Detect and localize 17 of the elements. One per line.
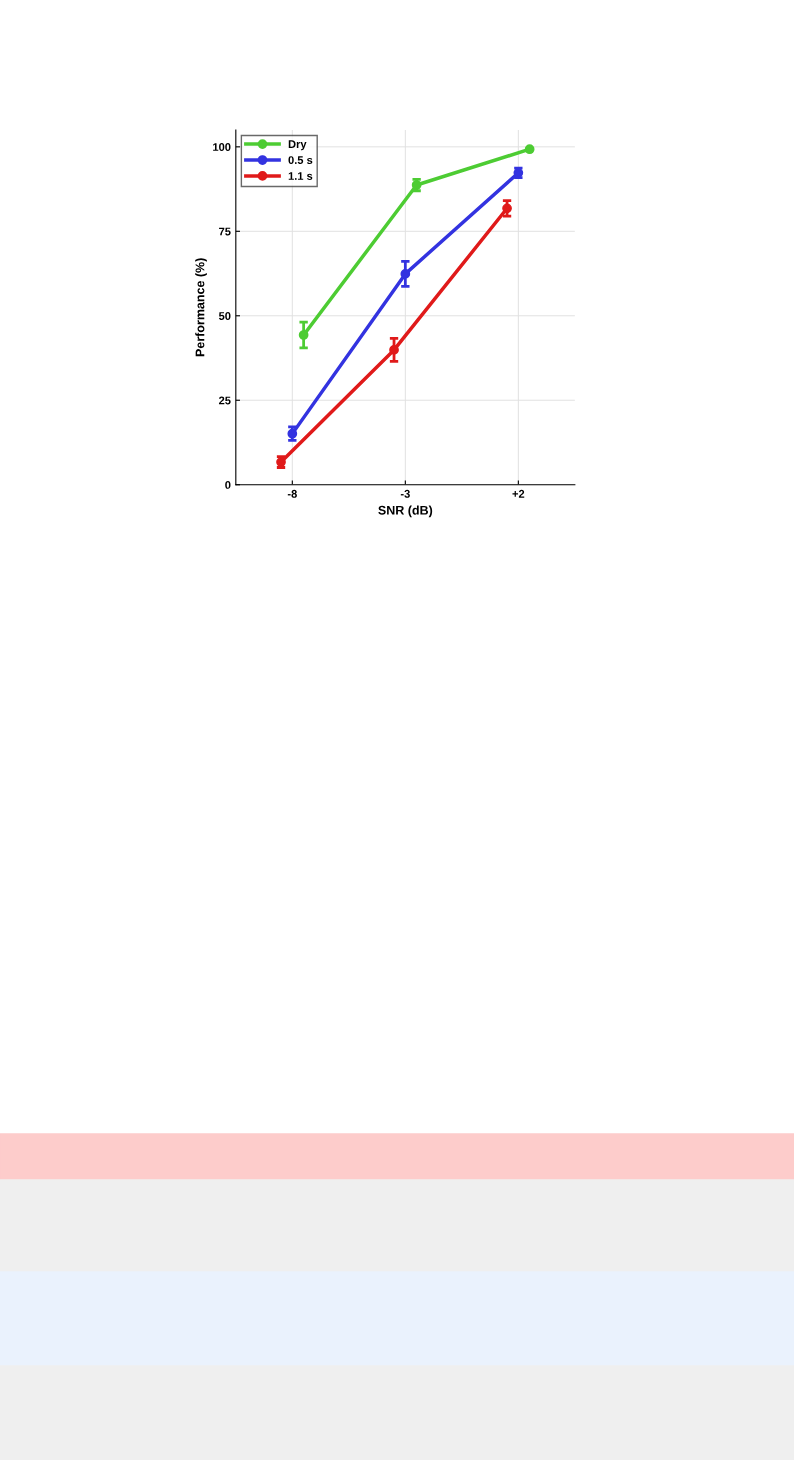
point xyxy=(298,330,309,340)
point xyxy=(389,345,399,355)
y-tick-label: 50 xyxy=(218,312,231,320)
y-tick-label: 100 xyxy=(213,143,231,151)
x-tick-label: +2 xyxy=(512,489,525,498)
legend-label: 0.5 s xyxy=(288,156,313,165)
y-tick-label: 75 xyxy=(219,227,231,236)
y-axis-title: Performance (%) xyxy=(195,258,207,357)
x-tick-label: -3 xyxy=(400,489,410,498)
y-tick-label: 0 xyxy=(225,480,231,489)
legend-label: Dry xyxy=(288,140,307,151)
point xyxy=(524,144,535,155)
point xyxy=(400,269,411,279)
y-tick-label: 25 xyxy=(218,396,231,405)
legend-label: 1.1 s xyxy=(288,172,313,180)
x-tick-label: -8 xyxy=(287,489,297,498)
x-axis-title: SNR (dB) xyxy=(378,505,433,518)
